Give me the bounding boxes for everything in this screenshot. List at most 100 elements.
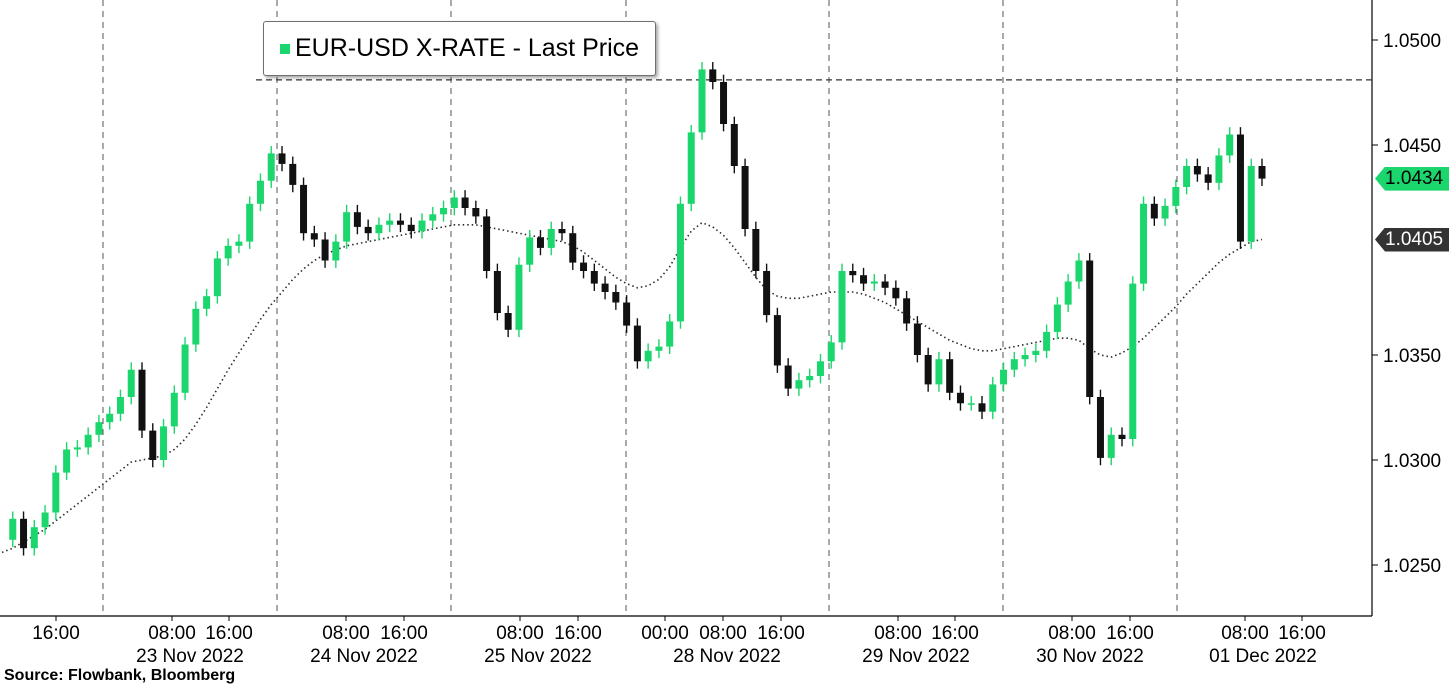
price-candle-body (827, 342, 835, 362)
price-candle-body (289, 163, 297, 185)
price-candle-body (1140, 203, 1148, 284)
price-candle-body (547, 229, 555, 248)
price-candle-body (407, 224, 415, 232)
y-tick-label: 1.0250 (1383, 556, 1441, 577)
price-candle-body (300, 184, 308, 234)
price-candle-body (73, 447, 81, 450)
price-candle-body (676, 203, 684, 322)
price-candle-body (63, 449, 71, 473)
price-candle-body (278, 153, 286, 164)
price-candle-body (924, 355, 932, 385)
x-date-label: 25 Nov 2022 (484, 646, 592, 667)
price-candle-body (752, 229, 760, 271)
price-candle-body (1032, 350, 1040, 355)
price-candle-body (881, 281, 889, 288)
price-candle-body (935, 359, 943, 385)
price-candle-body (956, 392, 964, 404)
price-candle-body (1172, 187, 1180, 206)
price-candle-body (1064, 281, 1072, 305)
x-time-label: 16:00 (1106, 623, 1154, 644)
price-candle-body (52, 472, 60, 513)
price-candle-body (1010, 359, 1018, 370)
price-candle-body (687, 132, 695, 204)
price-candle-body (246, 203, 254, 242)
price-candle-body (1053, 304, 1061, 332)
price-candle-body (601, 283, 609, 292)
price-candle-body (773, 315, 781, 366)
x-time-label: 16:00 (554, 623, 602, 644)
price-candle-body (504, 313, 512, 330)
price-candle-body (1021, 355, 1029, 360)
price-candle-body (795, 380, 803, 389)
price-candle-body (84, 434, 92, 448)
moving-average-badge: 1.0405 (1375, 227, 1449, 252)
x-date-label: 30 Nov 2022 (1036, 646, 1144, 667)
x-time-label: 08:00 (874, 623, 922, 644)
price-candle-body (849, 271, 857, 276)
price-candle-body (1215, 155, 1223, 183)
price-candle-body (138, 369, 146, 431)
x-time-label: 08:00 (1048, 623, 1096, 644)
price-candle-body (106, 413, 114, 423)
price-candle-body (698, 69, 706, 133)
price-candle-body (256, 180, 264, 204)
price-candle-body (720, 82, 728, 124)
x-time-label: 16:00 (32, 623, 80, 644)
x-date-label: 29 Nov 2022 (862, 646, 970, 667)
source-note: Source: Flowbank, Bloomberg (4, 667, 236, 684)
price-candle-body (9, 518, 17, 540)
price-candle-body (569, 233, 577, 263)
price-candle-body (1150, 203, 1158, 219)
x-time-label: 08:00 (148, 623, 196, 644)
price-candle-body (450, 197, 458, 208)
price-candle-body (1193, 166, 1201, 175)
price-candle-body (127, 369, 135, 397)
price-candle-body (396, 220, 404, 225)
price-candle-body (1183, 166, 1191, 187)
price-candle-body (1247, 166, 1255, 242)
price-candle-body (1236, 134, 1244, 242)
x-date-label: 01 Dec 2022 (1209, 646, 1317, 667)
price-candle-body (1258, 166, 1266, 179)
price-candle-body (343, 212, 351, 242)
x-time-label: 08:00 (699, 623, 747, 644)
price-candle-body (181, 344, 189, 393)
price-candle-body (580, 262, 588, 271)
price-candle-body (978, 403, 986, 412)
price-candle-body (440, 208, 448, 215)
y-tick-label: 1.0450 (1383, 136, 1441, 157)
price-candle-body (1226, 134, 1234, 156)
price-candle-body (967, 403, 975, 405)
price-candle-body (472, 208, 480, 217)
price-candle-body (1043, 331, 1051, 351)
price-candle-body (160, 426, 168, 460)
price-candle-body (590, 271, 598, 284)
price-candle-body (644, 350, 652, 362)
price-candle-body (526, 237, 534, 265)
price-candle-body (633, 325, 641, 362)
price-candle-body (741, 166, 749, 229)
price-candle-body (20, 518, 28, 549)
price-candle-body (666, 321, 674, 347)
last-price-badge: 1.0434 (1375, 166, 1449, 191)
price-candle-body (310, 233, 318, 240)
price-candle-body (860, 275, 868, 284)
legend-label: EUR-USD X-RATE - Last Price (295, 34, 640, 62)
x-time-label: 16:00 (1278, 623, 1326, 644)
price-candle-body (913, 323, 921, 355)
price-candle-body (903, 298, 911, 324)
legend: EUR-USD X-RATE - Last Price (263, 21, 656, 76)
x-time-label: 00:00 (641, 623, 689, 644)
x-time-label: 16:00 (205, 623, 253, 644)
x-time-label: 08:00 (322, 623, 370, 644)
price-candle-body (170, 392, 178, 427)
x-date-label: 23 Nov 2022 (136, 646, 244, 667)
price-candle-body (1204, 174, 1212, 183)
moving-average-badge-value: 1.0405 (1385, 228, 1444, 250)
x-date-label: 24 Nov 2022 (310, 646, 418, 667)
price-candle-body (1118, 434, 1126, 439)
price-candle-body (235, 241, 243, 246)
price-candle-body (558, 229, 566, 234)
price-candle-body (536, 237, 544, 248)
price-candle-body (1096, 397, 1104, 458)
